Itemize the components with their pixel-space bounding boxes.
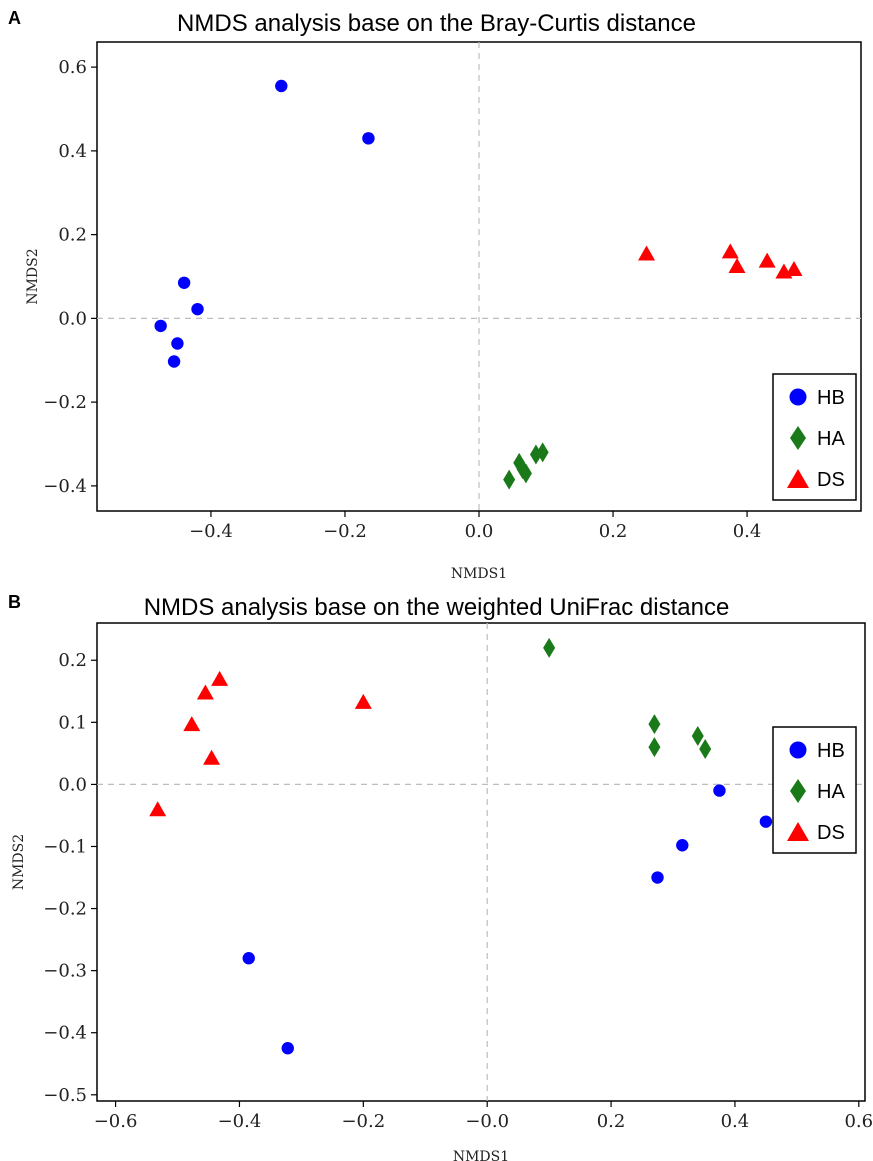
y-tick-label: 0.4 bbox=[58, 141, 87, 162]
y-tick-label: −0.4 bbox=[43, 476, 87, 497]
point-hb bbox=[713, 784, 726, 797]
point-ha bbox=[648, 737, 661, 758]
point-ds bbox=[183, 716, 201, 732]
legend-label-ds: DS bbox=[817, 822, 845, 844]
point-ha bbox=[648, 714, 661, 735]
legend-label-ha: HA bbox=[817, 781, 845, 803]
y-tick-label: 0.0 bbox=[58, 308, 87, 329]
point-ds bbox=[203, 749, 221, 765]
panel-letter-b: B bbox=[8, 592, 21, 612]
chart-title-a: NMDS analysis base on the Bray-Curtis di… bbox=[177, 10, 696, 37]
y-tick-label: −0.1 bbox=[43, 836, 87, 857]
point-ds bbox=[354, 693, 372, 709]
legend-marker-ds bbox=[787, 822, 809, 841]
legend-marker-ha bbox=[790, 426, 806, 450]
x-tick-label: −0.6 bbox=[94, 1111, 138, 1132]
y-tick-label: 0.2 bbox=[58, 650, 87, 671]
x-tick-label: 0.4 bbox=[733, 521, 762, 542]
x-tick-label: 0.4 bbox=[721, 1111, 750, 1132]
x-axis-label: NMDS1 bbox=[453, 1149, 509, 1161]
point-ha bbox=[691, 725, 704, 746]
y-axis-label: NMDS2 bbox=[11, 834, 27, 890]
x-tick-label: 0.2 bbox=[597, 1111, 626, 1132]
legend-label-hb: HB bbox=[817, 740, 845, 762]
y-axis-label: NMDS2 bbox=[25, 248, 41, 304]
plot-frame bbox=[96, 622, 866, 1102]
x-tick-label: −0.4 bbox=[218, 1111, 262, 1132]
nmds-weighted-unifrac-chart: −0.6 −0.4 −0.2 −0.0 0.2 0.4 0.6 −0.5 −0.4 −0.3 −0.… bbox=[11, 622, 873, 1161]
point-hb bbox=[242, 952, 255, 965]
y-tick-label: 0.6 bbox=[58, 57, 87, 78]
point-hb bbox=[275, 79, 288, 93]
point-ds bbox=[758, 252, 776, 268]
point-ha bbox=[519, 463, 532, 484]
y-tick-label: −0.2 bbox=[43, 392, 87, 413]
point-ds bbox=[638, 245, 656, 261]
point-hb bbox=[191, 302, 204, 316]
x-tick-label: −0.4 bbox=[189, 521, 233, 542]
y-tick-label: −0.3 bbox=[43, 961, 87, 982]
point-ds bbox=[211, 670, 229, 686]
point-hb bbox=[177, 276, 191, 289]
point-ha bbox=[503, 469, 516, 490]
legend-box bbox=[772, 726, 857, 854]
legend: HB HA DS bbox=[772, 373, 857, 501]
x-tick-label: 0.0 bbox=[465, 521, 494, 542]
x-tick-label: 0.2 bbox=[599, 521, 628, 542]
point-hb bbox=[154, 319, 167, 333]
point-ds bbox=[728, 258, 746, 274]
point-ha bbox=[699, 739, 712, 760]
legend-marker-ds bbox=[787, 469, 809, 488]
x-tick-label: −0.0 bbox=[465, 1111, 509, 1132]
legend-label-hb: HB bbox=[817, 387, 845, 409]
y-tick-label: 0.2 bbox=[58, 225, 87, 246]
legend-label-ha: HA bbox=[817, 428, 845, 450]
point-hb bbox=[171, 337, 184, 350]
legend: HB HA DS bbox=[772, 726, 857, 854]
point-hb bbox=[759, 815, 773, 828]
x-axis-label: NMDS1 bbox=[451, 566, 507, 582]
x-tick-label: −0.2 bbox=[341, 1111, 385, 1132]
y-tick-label: −0.4 bbox=[43, 1023, 87, 1044]
nmds-bray-curtis-chart: −0.4 −0.2 0.0 0.2 0.4 −0.4 −0.2 0.0 0.2 0.4 0.6 NMD… bbox=[25, 41, 862, 582]
point-hb bbox=[651, 871, 664, 884]
point-ha bbox=[536, 442, 549, 463]
point-ds bbox=[196, 684, 214, 700]
y-tick-label: −0.5 bbox=[43, 1085, 87, 1106]
x-tick-label: −0.2 bbox=[323, 521, 367, 542]
legend-marker-hb bbox=[789, 741, 807, 759]
point-ds bbox=[149, 801, 167, 817]
legend-box bbox=[772, 373, 857, 501]
legend-marker-hb bbox=[789, 388, 807, 406]
y-tick-label: −0.2 bbox=[43, 899, 87, 920]
point-hb bbox=[167, 355, 181, 368]
y-tick-label: 0.0 bbox=[58, 774, 87, 795]
panel-letter-a: A bbox=[8, 8, 21, 28]
point-hb bbox=[676, 839, 689, 852]
point-ds bbox=[785, 260, 803, 276]
y-tick-label: 0.1 bbox=[58, 712, 87, 733]
chart-title-b: NMDS analysis base on the weighted UniFr… bbox=[143, 594, 730, 621]
point-hb bbox=[362, 132, 375, 145]
x-tick-label: 0.6 bbox=[844, 1111, 873, 1132]
point-ds bbox=[721, 243, 739, 259]
legend-marker-ha bbox=[790, 779, 806, 803]
point-hb bbox=[281, 1042, 294, 1055]
point-ha bbox=[543, 637, 556, 658]
legend-label-ds: DS bbox=[817, 469, 845, 491]
